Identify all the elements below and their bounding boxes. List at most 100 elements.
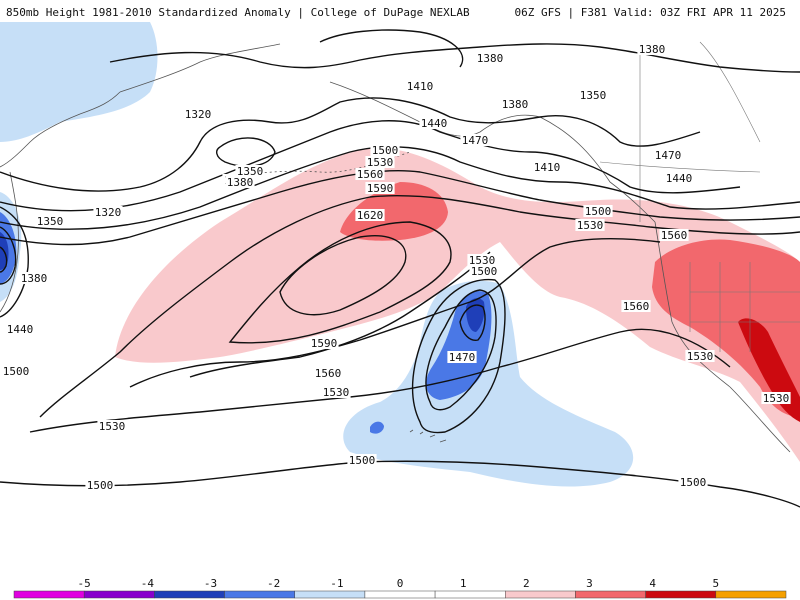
contour-label-bg <box>93 206 123 218</box>
contour-1350-north <box>319 29 464 68</box>
contour-label-bg <box>5 323 35 335</box>
contour-1530-south <box>29 328 731 433</box>
contour-1470 <box>0 170 800 246</box>
contour-1350-loop <box>216 137 276 168</box>
japan-coast <box>0 171 19 313</box>
contour-label-bg <box>575 219 605 231</box>
hawaii <box>409 429 447 443</box>
contour-label: 1380 <box>227 176 254 189</box>
legend-segment <box>13 590 85 599</box>
contour-label: 1470 <box>462 134 489 147</box>
contour-1500 <box>39 195 800 418</box>
legend-segment <box>575 590 646 599</box>
contour-label: 1500 <box>585 205 612 218</box>
contour-trough-1440 <box>459 304 486 341</box>
contour-label: 1530 <box>99 420 126 433</box>
height-contours <box>0 29 800 508</box>
contour-label: 1560 <box>623 300 650 313</box>
contour-label: 1530 <box>367 156 394 169</box>
contour-label-bg <box>355 168 385 180</box>
contour-label: 1470 <box>449 351 476 364</box>
contour-label-bg <box>347 454 377 466</box>
legend-segment <box>83 590 155 599</box>
contour-label-bg <box>405 80 435 92</box>
contour-1440 <box>0 146 800 230</box>
contour-1530 <box>129 238 661 388</box>
contour-label: 1380 <box>477 52 504 65</box>
legend-segment <box>715 590 787 599</box>
contour-label: 1410 <box>407 80 434 93</box>
legend-tick-label: -2 <box>267 577 280 590</box>
contour-label: 1410 <box>534 161 561 174</box>
contour-label: 1530 <box>577 219 604 232</box>
contour-label-bg <box>664 172 694 184</box>
contour-west-low-2 <box>0 246 8 273</box>
contour-label-bg <box>583 205 613 217</box>
contour-label: 1320 <box>185 108 212 121</box>
contour-label: 1500 <box>87 479 114 492</box>
contour-label-bg <box>685 350 715 362</box>
contour-trough-1470 <box>425 289 497 411</box>
contour-label-bg <box>35 215 65 227</box>
contour-label: 1500 <box>471 265 498 278</box>
legend-tick-label: -5 <box>78 577 91 590</box>
contour-label: 1500 <box>3 365 30 378</box>
contour-label: 1500 <box>680 476 707 489</box>
contour-label-bg <box>578 89 608 101</box>
contour-label-bg <box>659 229 689 241</box>
contour-label: 1560 <box>315 367 342 380</box>
contour-label: 1320 <box>95 206 122 219</box>
contour-label: 1590 <box>367 182 394 195</box>
asia-coast <box>0 91 121 168</box>
contour-label-bg <box>469 265 499 277</box>
us-state-lines <box>689 262 800 352</box>
contour-label-bg <box>419 117 449 129</box>
contour-label-bg <box>447 351 477 363</box>
contour-label-bg <box>355 209 385 221</box>
legend-segment <box>294 590 366 599</box>
legend-tick-label: -1 <box>330 577 343 590</box>
contour-label: 1620 <box>357 209 384 222</box>
legend-segment <box>434 590 506 599</box>
contour-label-bg <box>225 176 255 188</box>
contour-label-bg <box>97 420 127 432</box>
contour-labels: 1380138013501410138013201440147013801410… <box>1 43 791 492</box>
neg-anomaly-mid-small <box>370 421 384 434</box>
contour-1380-north <box>109 43 800 73</box>
contour-label-bg <box>653 149 683 161</box>
contour-label: 1530 <box>687 350 714 363</box>
legend-segment <box>645 590 717 599</box>
contour-1500-south <box>0 460 800 508</box>
legend-segment <box>505 590 576 599</box>
contour-label-bg <box>467 254 497 266</box>
map-header: 850mb Height 1981-2010 Standardized Anom… <box>0 0 800 22</box>
contour-trough-1500 <box>411 278 506 434</box>
legend-canvas: -5 -4 -3 -2 -1 0 1 2 3 4 5 <box>13 577 787 599</box>
contour-label: 1440 <box>421 117 448 130</box>
contour-label-bg <box>500 98 530 110</box>
kamchatka-coast <box>119 43 281 93</box>
contour-label: 1530 <box>323 386 350 399</box>
contour-label: 1440 <box>7 323 34 336</box>
contour-label-bg <box>19 272 49 284</box>
contour-label-bg <box>475 52 505 64</box>
neg-anomaly-light-nw <box>0 22 158 142</box>
map-title: 850mb Height 1981-2010 Standardized Anom… <box>6 6 470 19</box>
contour-label-bg <box>370 144 400 156</box>
contour-label: 1380 <box>21 272 48 285</box>
contour-label: 1470 <box>655 149 682 162</box>
contour-label: 1350 <box>237 165 264 178</box>
contour-label: 1380 <box>639 43 666 56</box>
contour-label: 1500 <box>372 144 399 157</box>
map-canvas: 1380138013501410138013201440147013801410… <box>0 22 800 508</box>
canada-lines <box>599 41 761 222</box>
contour-label-bg <box>85 479 115 491</box>
contour-1380-mid <box>0 97 701 192</box>
contour-label: 1590 <box>311 337 338 350</box>
contour-label-bg <box>309 337 339 349</box>
contour-label-bg <box>235 165 265 177</box>
color-legend: -5 -4 -3 -2 -1 0 1 2 3 4 5 <box>0 575 800 600</box>
contour-label: 1500 <box>349 454 376 467</box>
contour-label: 1530 <box>763 392 790 405</box>
neg-anomaly-light-central <box>343 280 634 487</box>
